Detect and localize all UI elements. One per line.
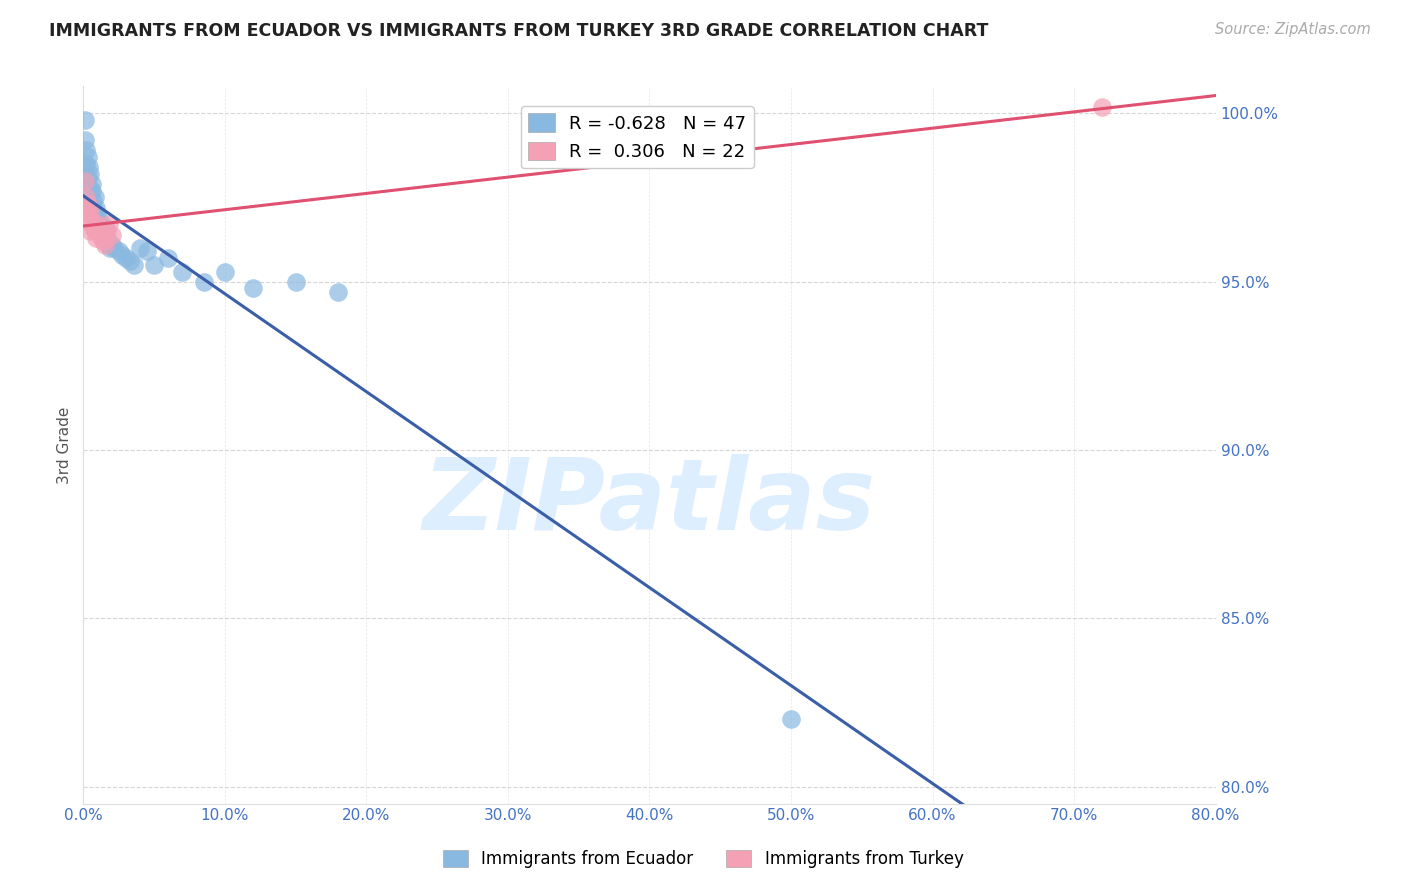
Point <box>80 184 103 198</box>
Point <box>193 275 215 289</box>
Text: Source: ZipAtlas.com: Source: ZipAtlas.com <box>1215 22 1371 37</box>
Point <box>96 231 118 245</box>
Point <box>93 237 115 252</box>
Point <box>172 264 194 278</box>
Point <box>79 207 101 221</box>
Point <box>89 227 111 242</box>
Point <box>79 167 101 181</box>
Point <box>75 190 97 204</box>
Point <box>1091 99 1114 113</box>
Point <box>94 231 117 245</box>
Point <box>86 218 108 232</box>
Point <box>143 258 166 272</box>
Point <box>780 713 803 727</box>
Point <box>89 214 111 228</box>
Legend: R = -0.628   N = 47, R =  0.306   N = 22: R = -0.628 N = 47, R = 0.306 N = 22 <box>520 106 754 169</box>
Point <box>87 220 110 235</box>
Point <box>97 237 120 252</box>
Point <box>77 160 100 174</box>
Point <box>73 133 96 147</box>
Point <box>76 170 98 185</box>
Point <box>83 190 105 204</box>
Point <box>90 231 112 245</box>
Point <box>98 241 121 255</box>
Point <box>136 244 159 259</box>
Point <box>76 150 98 164</box>
Point <box>83 207 105 221</box>
Point <box>114 251 136 265</box>
Text: IMMIGRANTS FROM ECUADOR VS IMMIGRANTS FROM TURKEY 3RD GRADE CORRELATION CHART: IMMIGRANTS FROM ECUADOR VS IMMIGRANTS FR… <box>49 22 988 40</box>
Point <box>242 281 264 295</box>
Point <box>100 227 122 242</box>
Point <box>83 224 105 238</box>
Point <box>86 214 108 228</box>
Point <box>79 224 101 238</box>
Point <box>80 177 103 191</box>
Legend: Immigrants from Ecuador, Immigrants from Turkey: Immigrants from Ecuador, Immigrants from… <box>436 843 970 875</box>
Point <box>84 231 107 245</box>
Point <box>100 237 122 252</box>
Point <box>91 224 114 238</box>
Point <box>73 174 96 188</box>
Point <box>94 220 117 235</box>
Point <box>82 201 104 215</box>
Point <box>110 248 132 262</box>
Point <box>77 180 100 194</box>
Point <box>107 244 129 259</box>
Point <box>129 241 152 255</box>
Text: ZIPatlas: ZIPatlas <box>423 454 876 551</box>
Point <box>93 227 115 242</box>
Point <box>86 207 108 221</box>
Point <box>80 214 103 228</box>
Y-axis label: 3rd Grade: 3rd Grade <box>58 406 72 483</box>
Point <box>122 258 145 272</box>
Point <box>96 224 118 238</box>
Point <box>214 264 236 278</box>
Point <box>75 144 97 158</box>
Point <box>75 157 97 171</box>
Point <box>82 220 104 235</box>
Point <box>87 224 110 238</box>
Point <box>97 218 120 232</box>
Point <box>76 197 98 211</box>
Point <box>79 187 101 202</box>
Point <box>84 201 107 215</box>
Point <box>77 201 100 215</box>
Point <box>157 251 180 265</box>
Point <box>284 275 307 289</box>
Point <box>76 214 98 228</box>
Point <box>90 220 112 235</box>
Point <box>326 285 349 299</box>
Point <box>73 113 96 128</box>
Point <box>91 234 114 248</box>
Point <box>84 214 107 228</box>
Point <box>82 194 104 208</box>
Point <box>103 241 125 255</box>
Point <box>118 254 141 268</box>
